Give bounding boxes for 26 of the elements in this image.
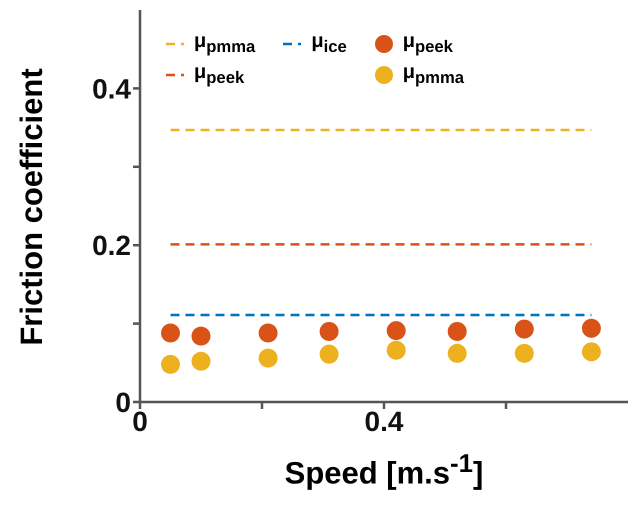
point: [582, 318, 601, 338]
point: [448, 344, 467, 363]
point: [514, 320, 534, 339]
legend-label: μ$_{pmma}$: [194, 30, 256, 57]
point: [192, 326, 210, 346]
legend-label: μ$_{peek}$: [402, 30, 453, 57]
point: [161, 324, 180, 343]
legend-label: μ$_{pmma}$: [402, 61, 464, 88]
point: [448, 322, 467, 341]
point: [258, 348, 278, 368]
point: [320, 344, 339, 364]
y-tick-label: 0.4: [92, 73, 132, 104]
point: [582, 342, 601, 362]
x-axis-title: Speed [m.s$^{-1}$]: [284, 450, 484, 492]
point: [192, 352, 210, 371]
y-tick-label: 0.2: [92, 230, 131, 262]
point: [320, 322, 339, 341]
y-axis-title: Friction coefficient: [14, 68, 50, 346]
y-tick-label: 0: [115, 386, 131, 418]
legend-label: μ$_{peek}$: [194, 61, 244, 88]
point: [258, 324, 278, 343]
point: [386, 321, 406, 340]
legend-label: μ$_{ice}$: [311, 30, 347, 57]
point: [161, 354, 180, 374]
point: [514, 344, 534, 363]
point: [386, 340, 406, 360]
